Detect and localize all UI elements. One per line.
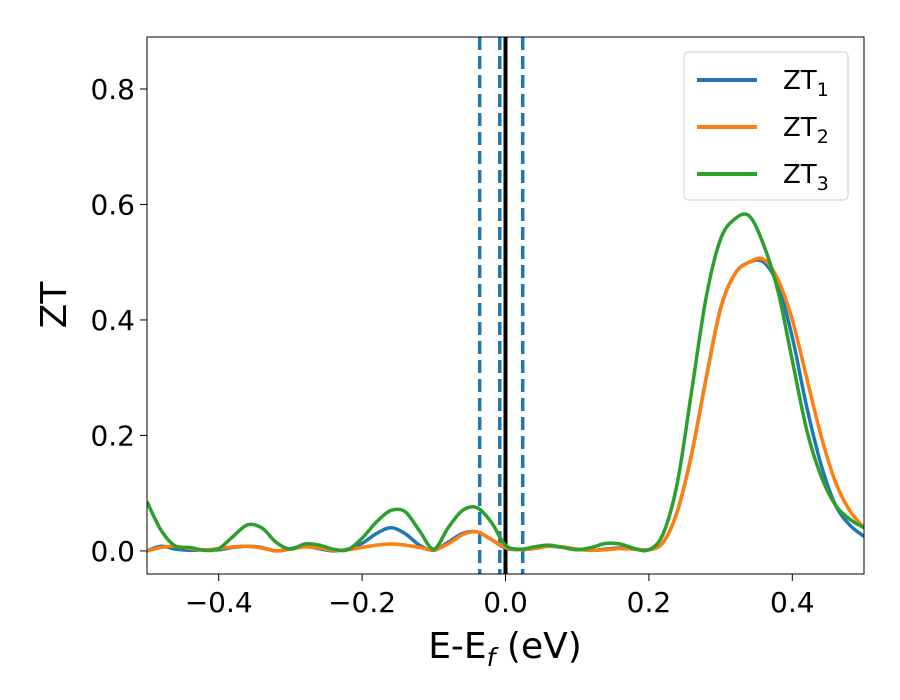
x-tick-label: 0.4: [770, 586, 815, 619]
x-tick-label: 0.0: [483, 586, 528, 619]
x-tick-label: −0.2: [328, 586, 396, 619]
y-tick-label: 0.2: [90, 419, 135, 452]
x-axis-label-main: E-E: [428, 626, 486, 667]
y-tick-label: 0.6: [90, 188, 135, 221]
y-tick-label: 0.8: [90, 73, 135, 106]
series-lines: [147, 212, 864, 553]
legend-label-zt1: ZT1: [783, 66, 829, 101]
series-line-zt3: [147, 212, 864, 553]
legend-label-zt3: ZT3: [783, 160, 829, 195]
legend-label-zt2: ZT2: [783, 113, 829, 148]
vertical-lines: [477, 37, 525, 574]
x-axis-label: E-Ef (eV): [428, 626, 582, 672]
x-tick-label: 0.2: [627, 586, 672, 619]
y-axis-label: ZT: [34, 281, 75, 329]
x-tick-label: −0.4: [185, 586, 253, 619]
y-tick-label: 0.4: [90, 304, 135, 337]
y-axis-ticks: 0.0 0.2 0.4 0.6 0.8: [90, 73, 147, 568]
y-tick-label: 0.0: [90, 535, 135, 568]
x-axis-ticks: −0.4 −0.2 0.0 0.2 0.4: [185, 574, 815, 619]
x-axis-label-unit: (eV): [495, 626, 581, 667]
legend: ZT1 ZT2 ZT3: [683, 51, 849, 201]
series-line-zt2: [147, 256, 864, 553]
legend-box: [683, 51, 849, 201]
